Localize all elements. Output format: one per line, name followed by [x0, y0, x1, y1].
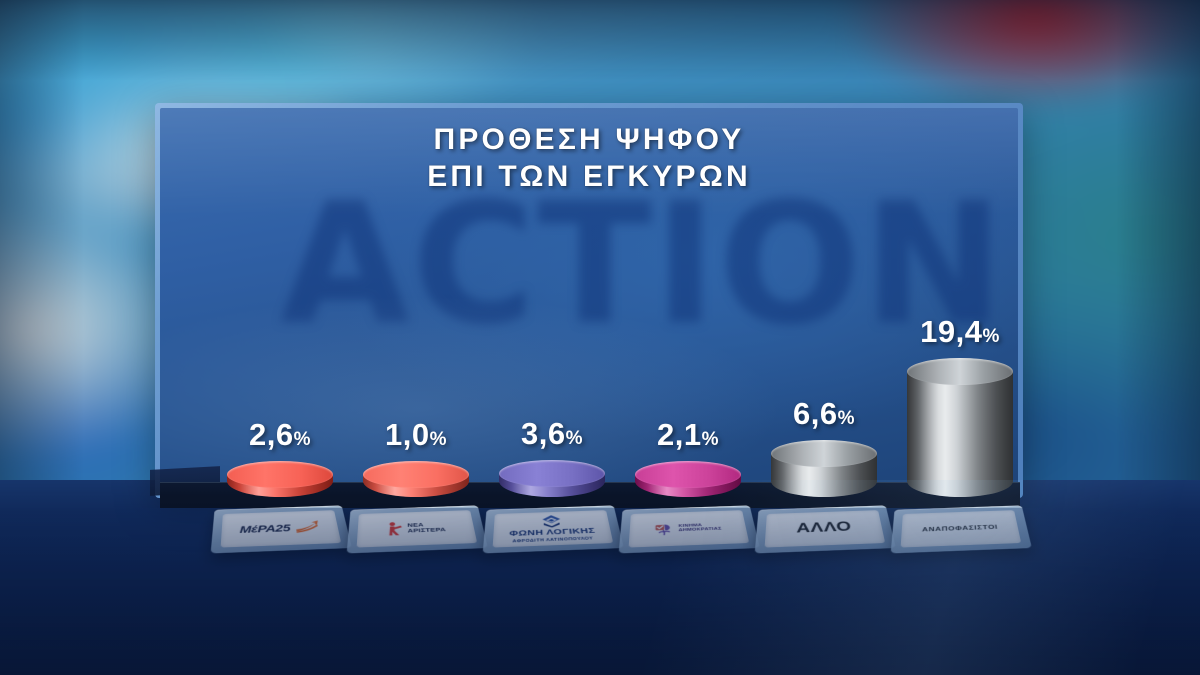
stage-ledge — [160, 482, 1020, 508]
channel-watermark: ACTION — [280, 166, 1006, 362]
title-line-1: ΠΡΟΘΕΣΗ ΨΗΦΟΥ — [433, 123, 745, 156]
studio-floor — [0, 480, 1200, 675]
display-panel-inner: ACTION ΠΡΟΘΕΣΗ ΨΗΦΟΥ ΕΠΙ ΤΩΝ ΕΓΚΥΡΩΝ — [160, 108, 1018, 493]
page-title: ΠΡΟΘΕΣΗ ΨΗΦΟΥ ΕΠΙ ΤΩΝ ΕΓΚΥΡΩΝ — [160, 122, 1018, 195]
title-line-2: ΕΠΙ ΤΩΝ ΕΓΚΥΡΩΝ — [427, 159, 751, 193]
panel-haze — [160, 108, 1018, 493]
display-panel: ACTION ΠΡΟΘΕΣΗ ΨΗΦΟΥ ΕΠΙ ΤΩΝ ΕΓΚΥΡΩΝ — [155, 103, 1023, 498]
